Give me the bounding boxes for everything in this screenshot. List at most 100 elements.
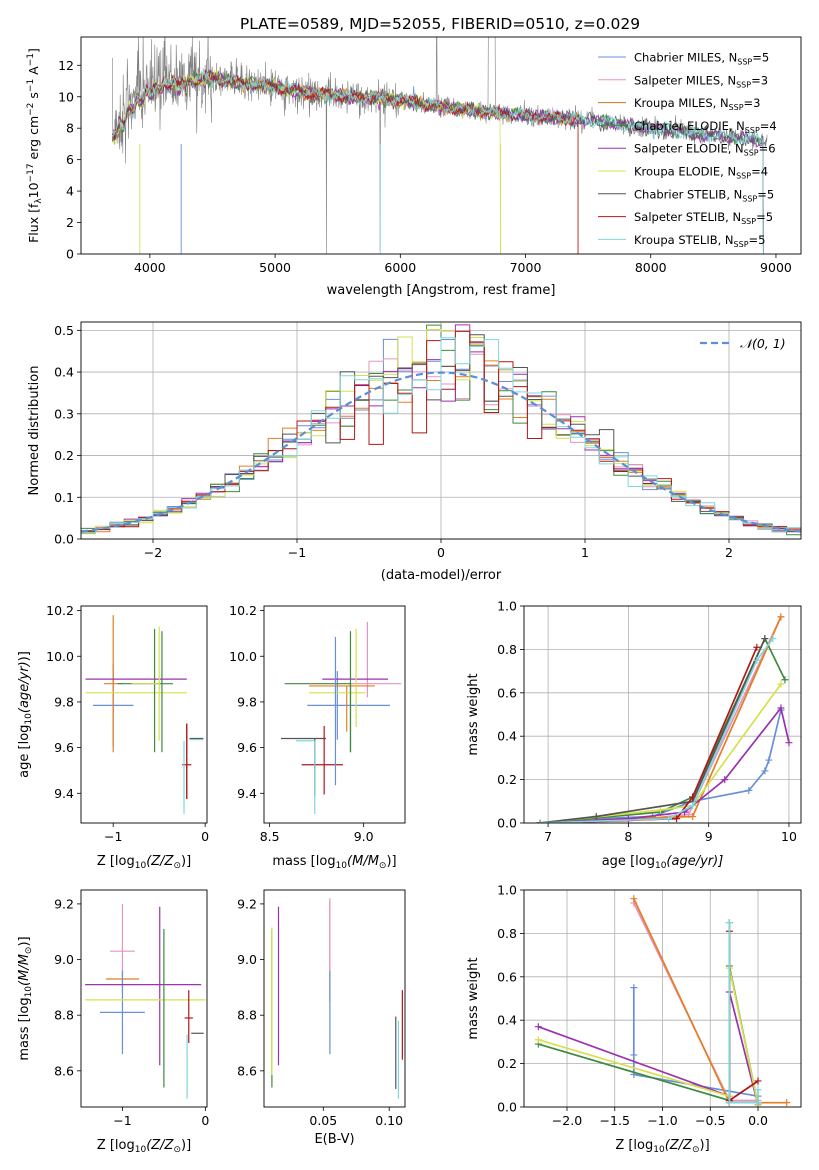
mass_vs_Z-frame bbox=[80, 889, 208, 1108]
x-tick-label: −1.5 bbox=[600, 1113, 630, 1128]
y-tick-label: 0.2 bbox=[54, 448, 74, 463]
mass_vs_EBV-axes: 0.05 0.10 8.6 8.8 9.0 9.2 bbox=[237, 896, 403, 1128]
model-spectrum bbox=[111, 68, 764, 254]
mass_vs_EBV-frame bbox=[263, 889, 406, 1108]
y-tick-label: 0.0 bbox=[497, 1100, 517, 1115]
errorbar-point bbox=[280, 737, 327, 796]
x-tick-label: 0.05 bbox=[309, 1113, 337, 1128]
series-marker bbox=[769, 635, 777, 643]
x-tick-label: 4000 bbox=[134, 260, 166, 275]
x-tick-label: −1 bbox=[113, 1113, 131, 1128]
errorbar-point bbox=[309, 685, 375, 732]
y-axis-label: Flux [fλ10−17 erg cm−2 s−1 A−1] bbox=[26, 48, 44, 243]
residual-histogram bbox=[81, 329, 801, 535]
mass_weight_vs_Z-frame bbox=[523, 889, 802, 1108]
series-marker bbox=[785, 739, 793, 747]
errorbar-point bbox=[348, 621, 402, 698]
age_vs_mass-axes: 8.5 9.0 9.4 9.6 9.8 10.0 10.2 mass [log10(M/M⊙)… bbox=[229, 603, 396, 871]
x-axis-label: E(B-V) bbox=[314, 1132, 354, 1147]
spectrum-frame bbox=[80, 36, 802, 255]
y-tick-label: 0 bbox=[66, 247, 74, 262]
x-tick-label: 1 bbox=[581, 545, 589, 560]
series-marker bbox=[534, 1036, 542, 1044]
errorbar-point bbox=[85, 906, 202, 1066]
series-marker bbox=[630, 984, 638, 992]
series-marker bbox=[777, 613, 785, 621]
y-tick-label: 10.2 bbox=[46, 603, 74, 618]
legend-entry: 𝒩(0, 1) bbox=[740, 336, 786, 351]
series-line bbox=[633, 902, 758, 1102]
y-tick-label: 4 bbox=[66, 184, 74, 199]
x-tick-label: 10 bbox=[781, 829, 797, 844]
spectrum-axes: 4000 5000 6000 7000 8000 9000 0 2 4 6 8 10 12 wavelen… bbox=[26, 48, 792, 298]
x-axis-label: Z [log10(Z/Z⊙)] bbox=[97, 1138, 191, 1155]
y-tick-label: 0.2 bbox=[497, 1056, 517, 1071]
y-tick-label: 0.8 bbox=[497, 642, 517, 657]
x-tick-label: 9000 bbox=[760, 260, 792, 275]
series-marker bbox=[536, 819, 544, 823]
errorbar-point bbox=[131, 626, 160, 741]
y-tick-label: 10.0 bbox=[229, 649, 257, 664]
y-tick-label: 6 bbox=[66, 152, 74, 167]
age_vs_Z-frame bbox=[80, 605, 208, 824]
series-marker bbox=[534, 1023, 542, 1031]
x-tick-label: 2 bbox=[725, 545, 733, 560]
series-marker bbox=[689, 812, 697, 820]
series-marker bbox=[777, 680, 785, 688]
age_vs_mass-plot bbox=[280, 621, 402, 814]
series-marker bbox=[630, 895, 638, 903]
series-marker bbox=[761, 635, 769, 643]
series-marker bbox=[592, 812, 600, 820]
series-line bbox=[540, 710, 782, 823]
errorbar-point bbox=[100, 970, 145, 1055]
y-tick-label: 8.8 bbox=[54, 1008, 74, 1023]
series-line bbox=[540, 637, 774, 823]
y-axis-label: age [log10(age/yr))] bbox=[17, 651, 34, 778]
series-marker bbox=[745, 786, 753, 794]
series-line bbox=[540, 638, 766, 823]
x-tick-label: 5000 bbox=[259, 260, 291, 275]
y-tick-label: 8.6 bbox=[237, 1063, 257, 1078]
y-tick-label: 10.0 bbox=[46, 649, 74, 664]
y-tick-label: 9.6 bbox=[54, 740, 74, 755]
x-tick-label: 0 bbox=[437, 545, 445, 560]
y-tick-label: 9.0 bbox=[54, 952, 74, 967]
x-tick-label: −2 bbox=[144, 545, 162, 560]
series-marker bbox=[781, 676, 789, 684]
x-tick-label: −1.0 bbox=[647, 1113, 677, 1128]
y-tick-label: 9.0 bbox=[237, 952, 257, 967]
series-line bbox=[538, 991, 759, 1106]
x-tick-label: 0 bbox=[201, 829, 209, 844]
legend-entry: Salpeter ELODIE, NSSP=6 bbox=[634, 142, 776, 158]
mass_vs_Z-axes: −1 0 8.6 8.8 9.0 9.2 Z [log10(Z/Z⊙)] mass [log1… bbox=[17, 896, 209, 1155]
mass_weight_vs_age-frame bbox=[523, 605, 802, 824]
x-tick-label: −1 bbox=[288, 545, 306, 560]
series-line bbox=[728, 922, 758, 1104]
spectrum-plot bbox=[111, 37, 768, 254]
x-axis-label: Z [log10(Z/Z⊙)] bbox=[97, 854, 191, 871]
series-marker bbox=[656, 806, 664, 814]
legend-entry: Chabrier ELODIE, NSSP=4 bbox=[634, 119, 777, 135]
y-tick-label: 0.5 bbox=[54, 323, 74, 338]
errorbar-point bbox=[307, 671, 390, 740]
residual-plot bbox=[81, 324, 801, 536]
y-tick-label: 12 bbox=[58, 58, 74, 73]
y-tick-label: 8 bbox=[66, 121, 74, 136]
normal-curve bbox=[81, 371, 801, 533]
legend-entry: Kroupa ELODIE, NSSP=4 bbox=[634, 165, 768, 181]
series-marker bbox=[721, 776, 729, 784]
x-tick-label: 9.0 bbox=[354, 829, 374, 844]
mass_weight_vs_Z-axes: −2.0 −1.5 −1.0 −0.5 0.0 0.0 0.2 0.4 0.6 0.8 1.0 Z [… bbox=[466, 883, 801, 1155]
x-axis-label: mass [log10(M/M⊙)] bbox=[272, 854, 396, 871]
y-tick-label: 10.2 bbox=[229, 603, 257, 618]
y-tick-label: 9.6 bbox=[237, 740, 257, 755]
series-marker bbox=[725, 1099, 733, 1107]
series-marker bbox=[777, 704, 785, 712]
y-axis-label: mass [log10(M/M⊙)] bbox=[17, 936, 34, 1060]
series-line bbox=[728, 922, 759, 1104]
figure-title: PLATE=0589, MJD=52055, FIBERID=0510, z=0… bbox=[240, 15, 640, 33]
y-tick-label: 1.0 bbox=[497, 883, 517, 898]
x-axis-label: Z [log10(Z/Z⊙)] bbox=[615, 1138, 709, 1155]
y-tick-label: 9.8 bbox=[237, 694, 257, 709]
y-tick-label: 0.2 bbox=[497, 772, 517, 787]
